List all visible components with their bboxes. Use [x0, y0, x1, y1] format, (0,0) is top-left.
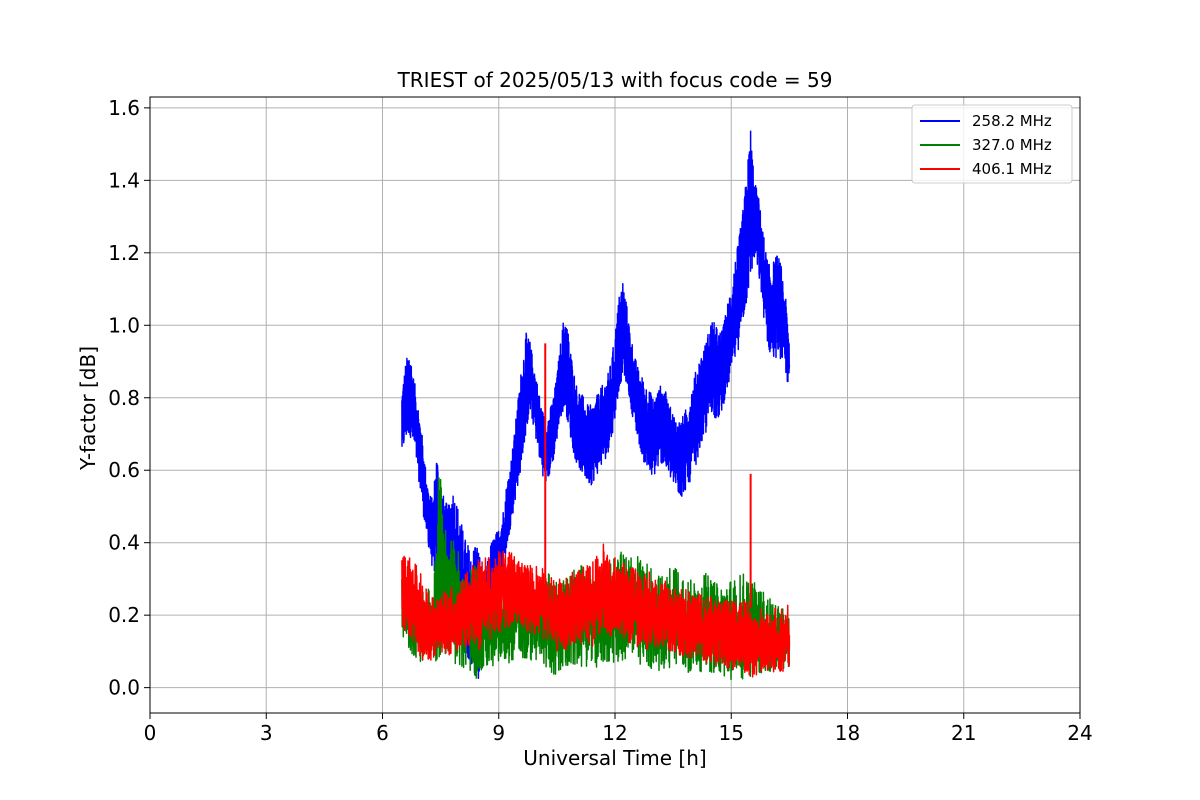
y-tick-label: 0.4	[108, 531, 140, 555]
legend: 258.2 MHz 327.0 MHz 406.1 MHz	[911, 104, 1073, 184]
legend-label: 406.1 MHz	[972, 160, 1052, 178]
legend-box	[911, 104, 1073, 184]
y-tick-label: 0.2	[108, 603, 140, 627]
y-tick-label: 0.6	[108, 458, 140, 482]
x-tick-label: 6	[376, 721, 389, 745]
x-tick-label: 0	[144, 721, 157, 745]
x-tick-label: 12	[602, 721, 627, 745]
chart-title: TRIEST of 2025/05/13 with focus code = 5…	[397, 68, 833, 92]
x-tick-label: 24	[1067, 721, 1092, 745]
y-tick-label: 1.4	[108, 168, 140, 192]
y-tick-label: 1.0	[108, 313, 140, 337]
y-tick-label: 0.8	[108, 386, 140, 410]
y-axis: 0.0 0.2 0.4 0.6 0.8 1.0 1.2 1.4 1.6	[108, 96, 150, 700]
series-line	[401, 543, 791, 678]
x-tick-label: 3	[260, 721, 273, 745]
series-layer	[401, 130, 791, 681]
legend-label: 327.0 MHz	[972, 136, 1052, 154]
x-tick-label: 15	[719, 721, 744, 745]
y-tick-label: 1.6	[108, 96, 140, 120]
x-tick-label: 21	[951, 721, 976, 745]
y-axis-title: Y-factor [dB]	[76, 346, 100, 471]
x-axis-title: Universal Time [h]	[523, 746, 706, 770]
x-tick-label: 9	[492, 721, 505, 745]
series-406-1-mhz	[401, 343, 791, 678]
y-tick-label: 1.2	[108, 241, 140, 265]
y-tick-label: 0.0	[108, 676, 140, 700]
x-tick-label: 18	[835, 721, 860, 745]
x-axis: 0 3 6 9 12 15 18 21 24	[144, 713, 1093, 745]
legend-label: 258.2 MHz	[972, 112, 1052, 130]
